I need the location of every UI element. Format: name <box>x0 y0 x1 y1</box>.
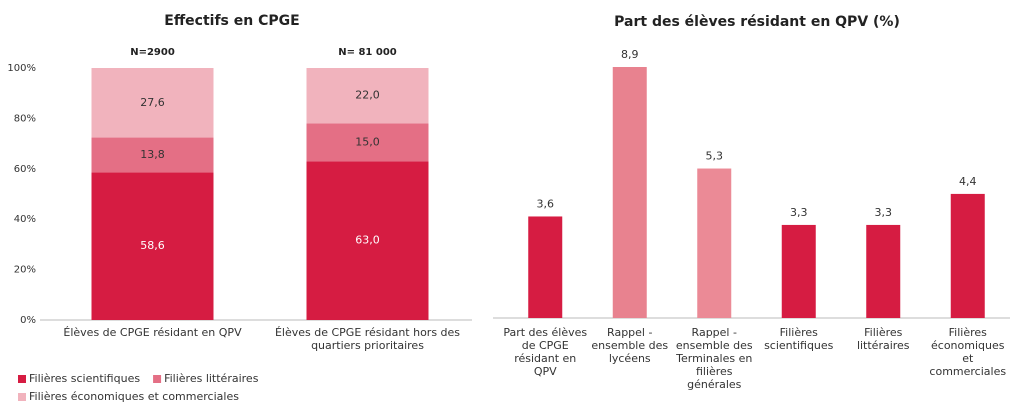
legend-label: Filières littéraires <box>164 372 259 385</box>
value-label: 27,6 <box>140 96 165 109</box>
bar-segment <box>91 68 214 138</box>
x-tick-label: Élèves de CPGE résidant en QPV <box>63 326 242 339</box>
value-label: 3,3 <box>875 206 893 219</box>
bar-segment <box>306 68 429 124</box>
bar-segment <box>91 137 214 173</box>
bar <box>528 216 563 318</box>
value-label: 4,4 <box>959 175 977 188</box>
y-tick-label: 100% <box>7 63 36 74</box>
x-tick-label: Rappel - ensemble des Terminales en fili… <box>675 326 753 391</box>
legend-swatch <box>18 375 26 383</box>
y-tick-label: 80% <box>14 113 36 124</box>
x-tick-label: Filières scientifiques <box>764 326 834 352</box>
bar-segment <box>306 123 429 162</box>
x-tick-label: Rappel - ensemble des lycéens <box>591 326 669 365</box>
x-tick-label: Part des élèves de CPGE résidant en QPV <box>503 326 588 378</box>
x-tick-label: Filières littéraires <box>856 326 910 352</box>
value-label: 3,3 <box>790 206 808 219</box>
legend-swatch <box>18 393 26 401</box>
bar <box>866 224 901 318</box>
y-tick-label: 0% <box>20 315 36 326</box>
bar <box>950 193 985 318</box>
value-label: 3,6 <box>537 197 555 210</box>
annotation: N= 81 000 <box>338 47 397 58</box>
y-tick-label: 60% <box>14 164 36 175</box>
annotation: N=2900 <box>130 47 175 58</box>
value-label: 63,0 <box>355 234 380 247</box>
bar <box>781 224 816 318</box>
bar-segment <box>306 161 429 320</box>
bar-segment <box>91 172 214 320</box>
x-tick-label: Filières économiques et commerciales <box>929 326 1007 378</box>
value-label: 15,0 <box>355 135 380 148</box>
value-label: 58,6 <box>140 239 165 252</box>
x-tick-label: Élèves de CPGE résidant hors des quartie… <box>274 326 461 352</box>
chart-title: Part des élèves résidant en QPV (%) <box>614 14 900 30</box>
value-label: 13,8 <box>140 148 165 161</box>
y-tick-label: 40% <box>14 214 36 225</box>
bar <box>697 168 732 318</box>
y-tick-label: 20% <box>14 265 36 276</box>
bar <box>612 67 647 318</box>
legend-label: Filières économiques et commerciales <box>29 390 239 403</box>
legend-label: Filières scientifiques <box>29 372 140 385</box>
value-label: 5,3 <box>706 150 724 163</box>
legend-swatch <box>153 375 162 383</box>
value-label: 8,9 <box>621 48 639 61</box>
chart-title: Effectifs en CPGE <box>164 13 299 29</box>
value-label: 22,0 <box>355 89 380 102</box>
